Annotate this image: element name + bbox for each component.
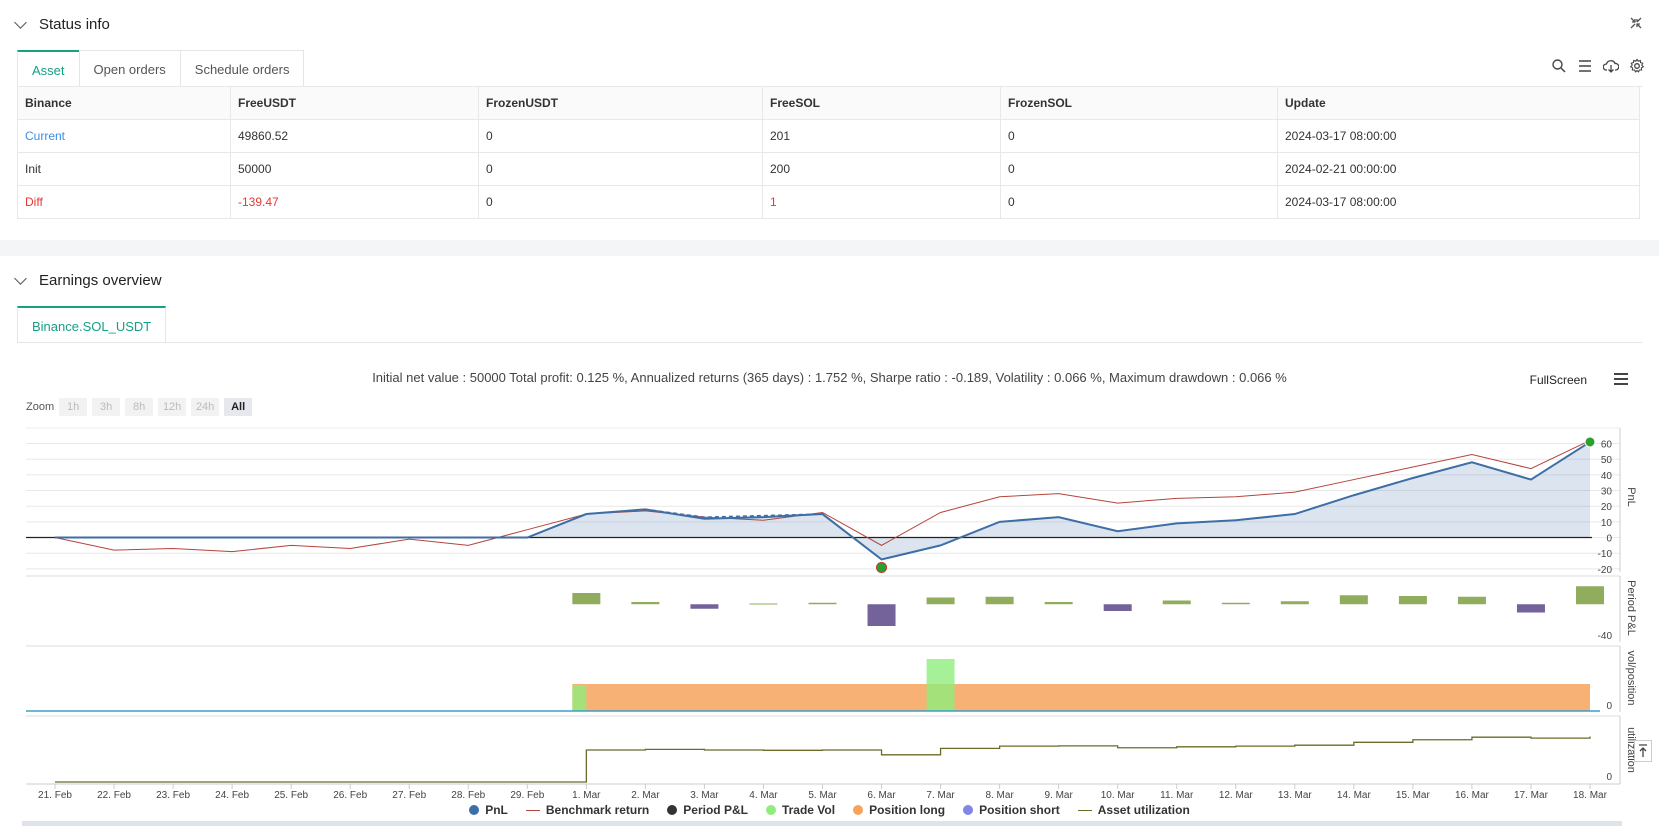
gear-icon[interactable] (1629, 58, 1645, 74)
table-header-row: Binance FreeUSDT FrozenUSDT FreeSOL Froz… (17, 86, 1640, 120)
table-row: Diff -139.47 0 1 0 2024-03-17 08:00:00 (17, 185, 1640, 219)
table-cell: 49860.52 (230, 119, 479, 153)
table-cell: 1 (762, 185, 1001, 219)
table-cell: 0 (478, 152, 763, 186)
tab-schedule-orders[interactable]: Schedule orders (179, 50, 305, 87)
table-cell: 2024-02-21 00:00:00 (1277, 152, 1640, 186)
table-cell: 0 (1000, 185, 1278, 219)
legend-label: Benchmark return (545, 803, 650, 817)
status-tabs: Asset Open orders Schedule orders (17, 50, 305, 87)
earnings-panel-title: Earnings overview (39, 272, 162, 289)
legend-label: Period P&L (683, 803, 748, 817)
status-panel: Status info Asset Open orders Schedule o… (0, 0, 1659, 240)
column-header: FrozenSOL (1000, 86, 1278, 120)
legend-item-pnl[interactable]: PnL (469, 803, 508, 817)
table-cell: 201 (762, 119, 1001, 153)
table-cell: 0 (1000, 119, 1278, 153)
table-cell: 2024-03-17 08:00:00 (1277, 185, 1640, 219)
asset-table: Binance FreeUSDT FrozenUSDT FreeSOL Froz… (17, 86, 1640, 219)
zoom-all-button[interactable]: All (224, 398, 253, 416)
legend-label: Trade Vol (781, 803, 836, 817)
legend-dot-icon (765, 805, 776, 815)
legend-item-asset-utilization[interactable]: Asset utilization (1077, 803, 1190, 817)
zoom-12h-button[interactable]: 12h (158, 398, 187, 416)
table-row: Init 50000 0 200 0 2024-02-21 00:00:00 (17, 152, 1640, 186)
table-row: Current 49860.52 0 201 0 2024-03-17 08:0… (17, 119, 1640, 153)
chart-legend: PnL Benchmark return Period P&L Trade Vo… (0, 803, 1659, 817)
column-header: FrozenUSDT (478, 86, 763, 120)
zoom-label: Zoom (26, 401, 55, 413)
fullscreen-button[interactable]: FullScreen (1529, 373, 1587, 387)
legend-item-benchmark[interactable]: Benchmark return (525, 803, 650, 817)
column-header: Update (1277, 86, 1640, 120)
zoom-bar: Zoom 1h 3h 8h 12h 24h All (26, 398, 253, 416)
reset-zoom-icon[interactable] (1634, 740, 1652, 762)
collapse-icon[interactable] (1629, 16, 1643, 30)
status-panel-title: Status info (39, 16, 110, 33)
legend-label: Position short (979, 803, 1060, 817)
table-cell: 2024-03-17 08:00:00 (1277, 119, 1640, 153)
legend-line-icon (1077, 809, 1092, 811)
table-cell: -139.47 (230, 185, 479, 219)
legend-item-position-long[interactable]: Position long (853, 803, 945, 817)
tab-binance-sol-usdt[interactable]: Binance.SOL_USDT (17, 306, 167, 343)
table-cell: Init (17, 152, 231, 186)
legend-item-position-short[interactable]: Position short (963, 803, 1060, 817)
zoom-3h-button[interactable]: 3h (92, 398, 121, 416)
legend-label: Position long (869, 803, 946, 817)
chevron-down-icon[interactable] (14, 16, 27, 29)
table-cell: 0 (1000, 152, 1278, 186)
table-cell: 50000 (230, 152, 479, 186)
table-cell: Diff (17, 185, 231, 219)
list-icon[interactable] (1577, 58, 1593, 74)
table-cell: 0 (478, 185, 763, 219)
tab-asset[interactable]: Asset (17, 50, 80, 87)
earnings-panel: Earnings overview Binance.SOL_USDT (0, 256, 1659, 826)
zoom-1h-button[interactable]: 1h (59, 398, 88, 416)
legend-label: Asset utilization (1097, 803, 1190, 817)
tabs-divider (17, 342, 1642, 343)
search-icon[interactable] (1551, 58, 1567, 74)
earnings-panel-header[interactable]: Earnings overview (14, 272, 162, 289)
earnings-tabs: Binance.SOL_USDT (17, 306, 167, 343)
performance-summary: Initial net value : 50000 Total profit: … (372, 370, 1287, 385)
column-header: FreeSOL (762, 86, 1001, 120)
legend-line-icon (525, 809, 540, 811)
column-header: Binance (17, 86, 231, 120)
chart-menu-icon[interactable] (1613, 372, 1629, 386)
zoom-8h-button[interactable]: 8h (125, 398, 154, 416)
chevron-down-icon[interactable] (14, 272, 27, 285)
table-cell[interactable]: Current (17, 119, 231, 153)
table-cell: 200 (762, 152, 1001, 186)
status-panel-header[interactable]: Status info (14, 16, 110, 33)
legend-label: PnL (485, 803, 508, 817)
legend-item-period-pnl[interactable]: Period P&L (667, 803, 748, 817)
legend-dot-icon (667, 805, 678, 815)
table-toolbar (1551, 58, 1645, 74)
legend-dot-icon (963, 805, 974, 815)
cloud-download-icon[interactable] (1603, 58, 1619, 74)
legend-dot-icon (853, 805, 864, 815)
zoom-24h-button[interactable]: 24h (191, 398, 220, 416)
legend-item-trade-vol[interactable]: Trade Vol (765, 803, 836, 817)
table-cell: 0 (478, 119, 763, 153)
column-header: FreeUSDT (230, 86, 479, 120)
tab-open-orders[interactable]: Open orders (78, 50, 181, 87)
legend-dot-icon (469, 805, 480, 815)
